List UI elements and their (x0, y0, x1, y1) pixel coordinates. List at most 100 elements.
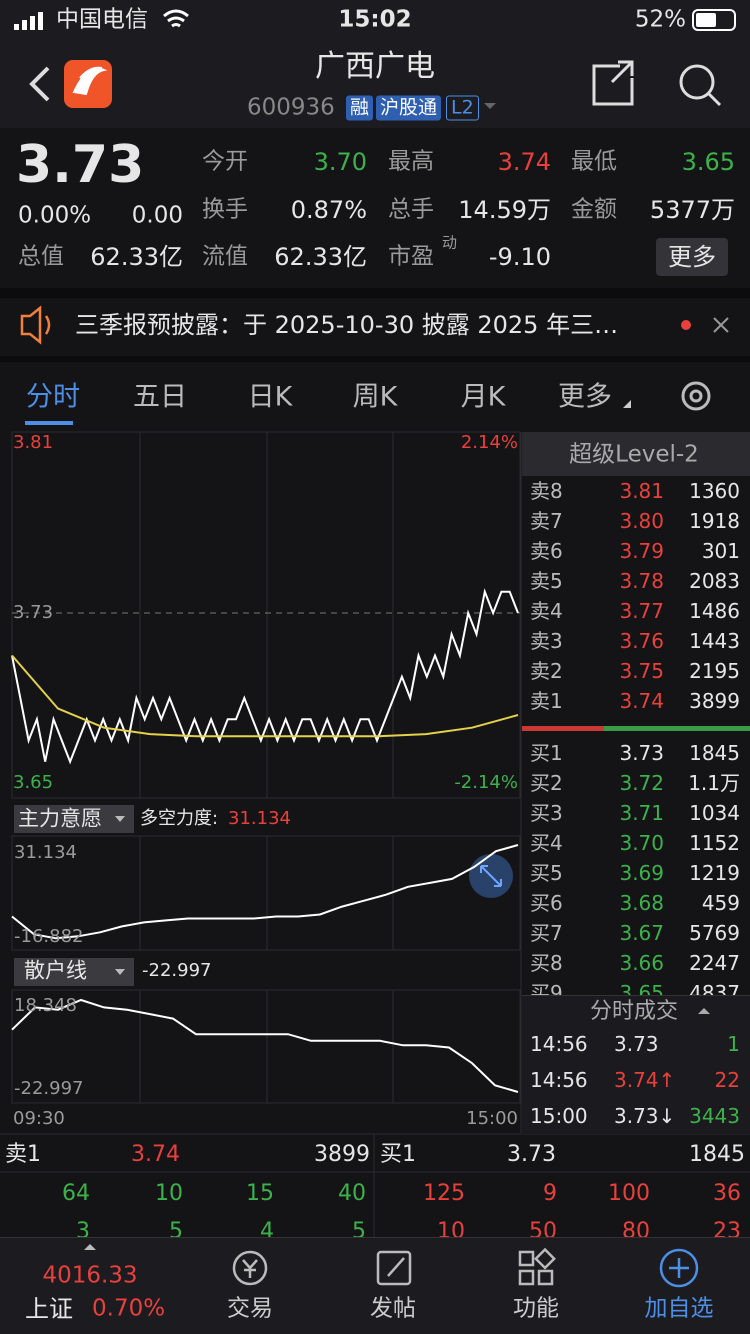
price: 3.73 (16, 135, 145, 195)
text: 超级Level-2 (569, 441, 699, 468)
book-price: 3.68 (619, 891, 664, 915)
tabbar-item[interactable]: 功能 (513, 1295, 559, 1322)
trade-price: 3.74↑ (614, 1068, 676, 1092)
book-volume: 1918 (689, 509, 740, 533)
more-button[interactable]: 更多 (656, 238, 728, 276)
book-volume: 1486 (689, 599, 740, 623)
book-price: 3.71 (619, 801, 664, 825)
tab[interactable]: 五日 (133, 381, 187, 413)
indicator-select[interactable] (14, 958, 134, 986)
zoom-icon (480, 865, 502, 887)
book-volume: 1.1万 (688, 771, 740, 795)
tabbar-item[interactable]: 加自选 (644, 1295, 714, 1322)
text: 4016.33 (42, 1262, 138, 1289)
field-value: 3.65 (681, 148, 735, 176)
tabbar-item[interactable]: 交易 (227, 1295, 273, 1322)
axis-label: 3.73 (13, 602, 54, 623)
text: -22.997 (142, 960, 212, 981)
tag: 融 (346, 95, 374, 121)
tab[interactable]: 更多 (558, 381, 612, 413)
text: 15:02 (338, 6, 412, 33)
tab-underline (25, 421, 73, 425)
axis-label: 18.348 (14, 995, 77, 1016)
book-volume: 1360 (689, 479, 740, 503)
book-divider (604, 726, 750, 731)
tabbar-item[interactable]: 发帖 (370, 1295, 416, 1322)
axis-label: -16.882 (14, 926, 84, 947)
book-volume: 459 (701, 891, 740, 915)
trade-price: 3.73 (614, 1032, 659, 1056)
book-label: 卖6 (530, 539, 563, 563)
field-label: 换手 (202, 196, 248, 223)
book-price: 3.74 (619, 689, 664, 713)
book-label: 买7 (530, 921, 563, 945)
share-button[interactable] (592, 60, 634, 106)
book-volume: 2195 (689, 659, 740, 683)
battery-icon (692, 9, 736, 31)
settings-button[interactable] (681, 381, 711, 411)
order-size: 36 (713, 1181, 741, 1206)
book-price: 3.67 (619, 921, 664, 945)
book-price: 3.78 (619, 569, 664, 593)
text: 多空力度: (140, 808, 219, 829)
back-button[interactable] (29, 66, 50, 102)
order-size: 9 (543, 1181, 557, 1206)
field-value: -9.10 (488, 243, 551, 271)
axis-label: 3.81 (13, 432, 54, 453)
axis-label: 3.65 (13, 772, 54, 793)
trade-volume: 22 (714, 1068, 740, 1092)
book-volume: 1219 (689, 861, 740, 885)
book-divider (522, 726, 604, 731)
field-value: 5377万 (649, 196, 735, 224)
text: 0.00 (131, 202, 183, 229)
text: 3.74 (131, 1142, 180, 1167)
tab[interactable]: 分时 (26, 381, 80, 413)
search-button[interactable] (679, 64, 715, 100)
book-volume: 2083 (689, 569, 740, 593)
book-price: 3.73 (619, 741, 664, 765)
more-arrow (623, 400, 631, 408)
order-size: 40 (338, 1181, 366, 1206)
trade-time: 15:00 (530, 1104, 588, 1128)
book-price: 3.66 (619, 951, 664, 975)
tag: 沪股通 (376, 95, 442, 121)
book-label: 卖7 (530, 509, 563, 533)
settings-core (689, 389, 703, 403)
trade-time: 14:56 (530, 1068, 588, 1092)
book-volume: 5769 (689, 921, 740, 945)
book-header-bg (522, 432, 750, 476)
indicator-select[interactable] (14, 805, 134, 833)
book-price: 3.70 (619, 831, 664, 855)
text: 0.70% (92, 1295, 166, 1322)
axis-label: -22.997 (14, 1078, 84, 1099)
text: 0.00% (18, 202, 92, 229)
book-price: 3.80 (619, 509, 664, 533)
separator (0, 356, 750, 362)
text: 上证 (25, 1295, 73, 1323)
field-value: 62.33亿 (274, 243, 367, 271)
text: 31.134 (228, 808, 291, 829)
order-size: 10 (155, 1181, 183, 1206)
book-label: 买6 (530, 891, 563, 915)
trade-price: 3.73↓ (614, 1104, 676, 1128)
field-sup: 动 (442, 233, 458, 252)
notice[interactable]: 三季报预披露：于 2025-10-30 披露 2025 年三… (75, 311, 619, 339)
book-label: 卖5 (530, 569, 563, 593)
order-size: 15 (246, 1181, 274, 1206)
field-label: 最高 (388, 148, 434, 175)
axis-label: 2.14% (460, 432, 518, 453)
book-label: 卖2 (530, 659, 563, 683)
book-price: 3.81 (619, 479, 664, 503)
tab[interactable]: 日K (247, 381, 293, 413)
book-price: 3.77 (619, 599, 664, 623)
book-volume: 301 (701, 539, 740, 563)
close-button[interactable] (713, 317, 729, 333)
book-volume: 2247 (689, 951, 740, 975)
text: 600936 (247, 94, 335, 121)
tab[interactable]: 周K (352, 381, 398, 413)
order-size: 100 (608, 1181, 650, 1206)
tab[interactable]: 月K (460, 381, 506, 413)
